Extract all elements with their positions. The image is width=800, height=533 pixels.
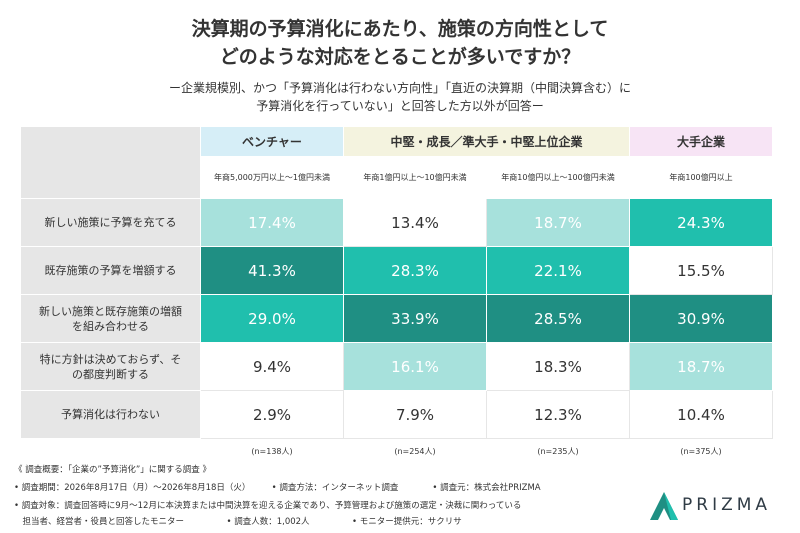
- data-cell: 18.7%: [486, 198, 630, 247]
- group-header-large: 大手企業: [629, 126, 773, 157]
- logo-triangle-inner-shape: [658, 508, 670, 520]
- row-label: 予算消化は行わない: [20, 390, 201, 439]
- row-label: 特に方針は決めておらず、その都度判断する: [20, 342, 201, 391]
- data-cell: 13.4%: [343, 198, 487, 247]
- survey-target-line-continued: 担当者、経営者・役員と回答したモニター • 調査人数：1,002人 • モニター…: [14, 517, 462, 527]
- chart-title-line1: 決算期の予算消化にあたり、施策の方向性として: [191, 18, 609, 40]
- row-label: 新しい施策と既存施策の増額を組み合わせる: [20, 294, 201, 343]
- column-header: 年商100億円以上: [629, 156, 773, 199]
- survey-result-table: ベンチャー 中堅・成長／準大手・中堅上位企業 大手企業 年商5,000万円以上～…: [20, 126, 773, 439]
- data-cell: 12.3%: [486, 390, 630, 439]
- data-cell: 22.1%: [486, 246, 630, 295]
- prizma-logo-icon: [650, 492, 678, 520]
- row-label: 既存施策の予算を増額する: [20, 246, 201, 295]
- data-cell: 17.4%: [200, 198, 344, 247]
- data-cell: 33.9%: [343, 294, 487, 343]
- chart-title-line2: どのような対応をとることが多いですか？: [219, 46, 581, 68]
- logo-wordmark: PRIZMA: [682, 495, 772, 515]
- survey-period-line: • 調査期間：2026年8月17日（月）～2026年8月18日（火） • 調査方…: [14, 483, 541, 493]
- data-cell: 41.3%: [200, 246, 344, 295]
- sample-size-label: (n=254人): [394, 447, 436, 456]
- data-cell: 28.5%: [486, 294, 630, 343]
- group-header-midsize: 中堅・成長／準大手・中堅上位企業: [343, 126, 630, 157]
- data-cell: 15.5%: [629, 246, 773, 295]
- data-cell: 18.3%: [486, 342, 630, 391]
- data-cell: 28.3%: [343, 246, 487, 295]
- survey-target-line: • 調査対象：調査回答時に9月～12月に本決算または中間決算を迎える企業であり、…: [14, 501, 522, 511]
- data-cell: 16.1%: [343, 342, 487, 391]
- survey-overview-title: 《 調査概要：「企業の”予算消化”」に関する調査 》: [14, 465, 211, 475]
- data-cell: 10.4%: [629, 390, 773, 439]
- column-header: 年商5,000万円以上～1億円未満: [200, 156, 344, 199]
- table-corner: [20, 126, 201, 199]
- data-cell: 30.9%: [629, 294, 773, 343]
- sample-size-label: (n=375人): [680, 447, 722, 456]
- column-header: 年商1億円以上～10億円未満: [343, 156, 487, 199]
- group-header-venture: ベンチャー: [200, 126, 344, 157]
- sample-size-label: (n=138人): [251, 447, 293, 456]
- row-label: 新しい施策に予算を充てる: [20, 198, 201, 247]
- data-cell: 9.4%: [200, 342, 344, 391]
- chart-subtitle-line1: ー企業規模別、かつ「予算消化は行わない方向性」「直近の決算期（中間決算含む）に: [168, 81, 631, 95]
- chart-subtitle-line2: 予算消化を行っていない」と回答した方以外が回答ー: [256, 99, 544, 113]
- data-cell: 2.9%: [200, 390, 344, 439]
- data-cell: 18.7%: [629, 342, 773, 391]
- sample-size-label: (n=235人): [537, 447, 579, 456]
- logo-triangle-facet-shape: [664, 492, 678, 520]
- data-cell: 29.0%: [200, 294, 344, 343]
- column-header: 年商10億円以上～100億円未満: [486, 156, 630, 199]
- data-cell: 24.3%: [629, 198, 773, 247]
- data-cell: 7.9%: [343, 390, 487, 439]
